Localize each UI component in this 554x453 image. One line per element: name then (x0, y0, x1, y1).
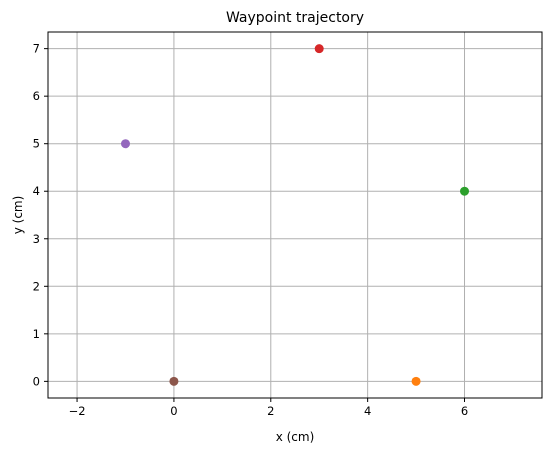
data-point (120, 139, 130, 149)
data-point (169, 376, 179, 386)
x-tick-label: −2 (69, 404, 86, 418)
y-tick-label: 2 (33, 279, 40, 293)
x-tick-label: 6 (461, 404, 468, 418)
y-axis-label: y (cm) (11, 196, 25, 235)
data-points (120, 44, 470, 386)
x-tick-label: 4 (364, 404, 371, 418)
y-tick-label: 0 (33, 374, 40, 388)
chart-title: Waypoint trajectory (226, 10, 364, 26)
data-point (411, 376, 421, 386)
x-axis-ticks: −2 0 2 4 6 (69, 398, 468, 418)
y-tick-label: 6 (33, 89, 40, 103)
plot-frame (47, 31, 543, 399)
y-tick-label: 1 (33, 327, 40, 341)
y-axis-ticks: 0 1 2 3 4 5 6 7 (33, 42, 48, 388)
data-point (314, 44, 324, 54)
grid (48, 32, 542, 398)
y-tick-label: 3 (33, 232, 40, 246)
y-tick-label: 4 (33, 184, 40, 198)
x-tick-label: 0 (170, 404, 177, 418)
y-tick-label: 7 (33, 42, 40, 56)
x-tick-label: 2 (267, 404, 274, 418)
x-axis-label: x (cm) (276, 430, 315, 444)
y-tick-label: 5 (33, 137, 40, 151)
data-point (460, 186, 470, 196)
